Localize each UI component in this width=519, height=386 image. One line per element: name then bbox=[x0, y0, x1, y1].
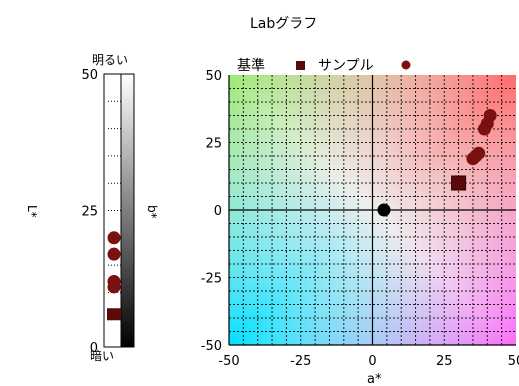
ab-tick-labels: -50 -25 0 25 50 50 25 0 -25 -50 bbox=[201, 69, 519, 369]
l-plot-area: 50 25 0 bbox=[81, 68, 135, 356]
legend-reference-label: 基準 bbox=[237, 57, 265, 74]
l-point-sample bbox=[107, 247, 121, 261]
l-point-sample bbox=[107, 231, 121, 245]
data-point-sample bbox=[483, 109, 497, 122]
legend-sample-label: サンプル bbox=[318, 58, 374, 74]
l-axis-label: L* bbox=[25, 205, 39, 218]
x-tick-label: -25 bbox=[290, 354, 311, 369]
ab-plot-area: -50 -25 0 25 50 50 25 0 -25 -50 bbox=[201, 69, 519, 369]
y-tick-label: 25 bbox=[205, 137, 222, 152]
l-tick-label: 0 bbox=[90, 341, 98, 356]
x-tick-label: 50 bbox=[508, 354, 519, 369]
data-point-origin bbox=[377, 203, 391, 217]
y-axis-label-ab: b* bbox=[145, 205, 159, 219]
data-point-sample bbox=[472, 146, 486, 160]
ab-points bbox=[377, 109, 497, 217]
l-gradient-strip bbox=[120, 73, 135, 348]
y-tick-label: -25 bbox=[201, 272, 222, 287]
x-tick-label: 25 bbox=[436, 354, 453, 369]
l-top-label: 明るい bbox=[92, 53, 128, 67]
x-axis-label: a* bbox=[367, 372, 382, 386]
l-white-strip bbox=[103, 73, 122, 348]
l-points bbox=[107, 231, 121, 321]
y-tick-label: 0 bbox=[214, 204, 222, 219]
ab-grid bbox=[229, 75, 516, 345]
l-tick-label: 25 bbox=[81, 205, 98, 220]
l-point-sample bbox=[107, 280, 121, 294]
l-point-reference bbox=[107, 308, 121, 321]
legend-reference-marker bbox=[296, 61, 305, 70]
l-tick-labels: 50 25 0 bbox=[81, 68, 98, 356]
x-tick-label: -50 bbox=[218, 354, 239, 369]
y-tick-label: 50 bbox=[205, 69, 222, 84]
ab-axes bbox=[228, 75, 516, 346]
data-point-reference bbox=[451, 175, 467, 191]
legend-sample-marker bbox=[401, 60, 411, 70]
x-tick-label: 0 bbox=[368, 354, 376, 369]
l-tick-label: 50 bbox=[81, 68, 98, 83]
chart-title: Labグラフ bbox=[250, 16, 317, 32]
y-tick-label: -50 bbox=[201, 339, 222, 354]
l-bottom-label: 暗い bbox=[90, 348, 114, 363]
